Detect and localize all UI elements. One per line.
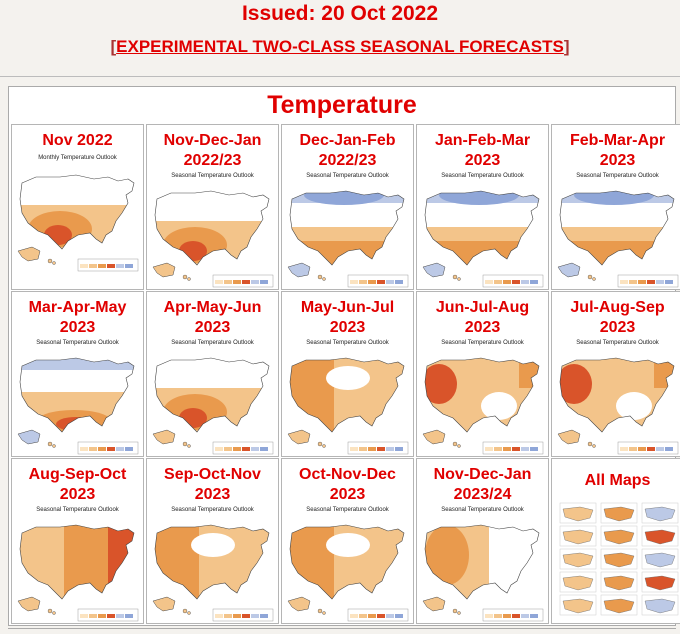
us-map-graphic <box>17 174 139 272</box>
period-label-line1: Aug-Sep-Oct <box>28 466 127 483</box>
outlook-subtitle: Seasonal Temperature Outlook <box>576 173 659 179</box>
outlook-subtitle: Seasonal Temperature Outlook <box>441 173 524 179</box>
period-label-line2: 2023 <box>599 319 636 336</box>
outlook-subtitle: Seasonal Temperature Outlook <box>306 173 389 179</box>
period-label-line2: 2023 <box>194 319 231 336</box>
period-label: Sep-Oct-Nov 2023 <box>147 465 278 505</box>
period-label-line2: 2023 <box>59 486 96 503</box>
outlook-subtitle: Seasonal Temperature Outlook <box>171 173 254 179</box>
outlook-map-link[interactable]: Nov-Dec-Jan 2022/23 Seasonal Temperature O… <box>146 124 279 290</box>
period-label-line1: Nov-Dec-Jan <box>433 466 532 483</box>
period-label-line2: 2023 <box>464 152 501 169</box>
outlook-subtitle: Monthly Temperature Outlook <box>38 155 117 161</box>
period-label-line1: Jul-Aug-Sep <box>570 299 665 316</box>
outlook-map-link[interactable]: Apr-May-Jun 2023 Seasonal Temperature Outl… <box>146 291 279 457</box>
us-map-graphic <box>17 524 139 622</box>
period-label-line1: Dec-Jan-Feb <box>299 132 396 149</box>
thumbnails-graphic <box>559 502 679 616</box>
period-label: Nov-Dec-Jan 2023/24 <box>417 465 548 505</box>
outlook-subtitle: Seasonal Temperature Outlook <box>576 340 659 346</box>
outlook-subtitle: Seasonal Temperature Outlook <box>306 340 389 346</box>
period-label-line1: All Maps <box>584 472 651 489</box>
us-map-graphic <box>152 190 274 288</box>
section-title: Temperature <box>267 91 417 119</box>
next-section-border <box>8 628 676 634</box>
period-label: Jan-Feb-Mar 2023 <box>417 131 548 171</box>
period-label-line2: 2023 <box>329 486 366 503</box>
period-label: Feb-Mar-Apr 2023 <box>552 131 680 171</box>
bracket-close: ] <box>563 37 570 56</box>
us-map-graphic <box>287 357 409 455</box>
period-label-line2: 2023 <box>464 319 501 336</box>
outlook-map-link[interactable]: Jul-Aug-Sep 2023 Seasonal Temperature Outl… <box>551 291 680 457</box>
all-maps-link[interactable]: All Maps <box>551 458 680 624</box>
outlook-subtitle: Seasonal Temperature Outlook <box>171 340 254 346</box>
period-label-line2: 2022/23 <box>318 152 377 169</box>
outlook-map-link[interactable]: May-Jun-Jul 2023 Seasonal Temperature Outl… <box>281 291 414 457</box>
experimental-forecasts-link[interactable]: EXPERIMENTAL TWO-CLASS SEASONAL FORECAST… <box>116 37 564 56</box>
period-label: Jun-Jul-Aug 2023 <box>417 298 548 338</box>
period-label-line1: Sep-Oct-Nov <box>164 466 261 483</box>
period-label: May-Jun-Jul 2023 <box>282 298 413 338</box>
bracket-open: [ <box>110 37 117 56</box>
temperature-panel: Temperature Nov 2022 Monthly Temperature … <box>8 86 680 626</box>
period-label-line1: Nov-Dec-Jan <box>163 132 262 149</box>
outlook-map-link[interactable]: Jan-Feb-Mar 2023 Seasonal Temperature Outl… <box>416 124 549 290</box>
us-map-graphic <box>422 190 544 288</box>
outlook-subtitle: Seasonal Temperature Outlook <box>306 507 389 513</box>
period-label: All Maps <box>552 471 680 491</box>
period-label-line2: 2023 <box>599 152 636 169</box>
outlook-subtitle: Seasonal Temperature Outlook <box>171 507 254 513</box>
us-map-graphic <box>152 357 274 455</box>
us-map-graphic <box>422 357 544 455</box>
outlook-map-link[interactable]: Nov 2022 Monthly Temperature Outlook <box>11 124 144 290</box>
us-map-graphic <box>17 357 139 455</box>
period-label-line2: 2022/23 <box>183 152 242 169</box>
period-label-line2: 2023 <box>59 319 96 336</box>
us-map-graphic <box>557 190 679 288</box>
period-label: Apr-May-Jun 2023 <box>147 298 278 338</box>
outlook-subtitle: Seasonal Temperature Outlook <box>441 507 524 513</box>
us-map-graphic <box>557 357 679 455</box>
outlook-map-link[interactable]: Nov-Dec-Jan 2023/24 Seasonal Temperature O… <box>416 458 549 624</box>
outlook-map-link[interactable]: Jun-Jul-Aug 2023 Seasonal Temperature Outl… <box>416 291 549 457</box>
period-label-line1: Apr-May-Jun <box>163 299 262 316</box>
period-label-line1: Mar-Apr-May <box>28 299 127 316</box>
outlook-map-link[interactable]: Oct-Nov-Dec 2023 Seasonal Temperature Outl… <box>281 458 414 624</box>
period-label-line1: Jun-Jul-Aug <box>435 299 530 316</box>
period-label-line1: Nov 2022 <box>42 132 113 149</box>
outlook-map-link[interactable]: Aug-Sep-Oct 2023 Seasonal Temperature Outl… <box>11 458 144 624</box>
us-map-graphic <box>287 190 409 288</box>
period-label: Mar-Apr-May 2023 <box>12 298 143 338</box>
period-label-line2: 2023 <box>329 319 366 336</box>
outlook-subtitle: Seasonal Temperature Outlook <box>441 340 524 346</box>
outlook-map-link[interactable]: Mar-Apr-May 2023 Seasonal Temperature Outl… <box>11 291 144 457</box>
period-label-line1: Feb-Mar-Apr <box>569 132 666 149</box>
us-map-graphic <box>422 524 544 622</box>
experimental-forecasts-line: [EXPERIMENTAL TWO-CLASS SEASONAL FORECAS… <box>0 37 680 57</box>
outlook-subtitle: Seasonal Temperature Outlook <box>36 340 119 346</box>
period-label: Nov-Dec-Jan 2022/23 <box>147 131 278 171</box>
period-label: Oct-Nov-Dec 2023 <box>282 465 413 505</box>
period-label-line1: Jan-Feb-Mar <box>434 132 531 149</box>
map-grid: Nov 2022 Monthly Temperature Outlook Nov-D… <box>11 124 680 624</box>
issued-date: Issued: 20 Oct 2022 <box>241 2 439 25</box>
period-label-line1: May-Jun-Jul <box>300 299 395 316</box>
outlook-map-link[interactable]: Dec-Jan-Feb 2022/23 Seasonal Temperature O… <box>281 124 414 290</box>
us-map-graphic <box>152 524 274 622</box>
divider <box>0 76 680 77</box>
period-label: Aug-Sep-Oct 2023 <box>12 465 143 505</box>
us-map-graphic <box>287 524 409 622</box>
period-label: Jul-Aug-Sep 2023 <box>552 298 680 338</box>
period-label-line2: 2023 <box>194 486 231 503</box>
period-label: Dec-Jan-Feb 2022/23 <box>282 131 413 171</box>
period-label-line2: 2023/24 <box>453 486 512 503</box>
period-label-line1: Oct-Nov-Dec <box>299 466 396 483</box>
outlook-map-link[interactable]: Sep-Oct-Nov 2023 Seasonal Temperature Outl… <box>146 458 279 624</box>
outlook-map-link[interactable]: Feb-Mar-Apr 2023 Seasonal Temperature Outl… <box>551 124 680 290</box>
outlook-subtitle: Seasonal Temperature Outlook <box>36 507 119 513</box>
period-label: Nov 2022 <box>12 131 143 151</box>
